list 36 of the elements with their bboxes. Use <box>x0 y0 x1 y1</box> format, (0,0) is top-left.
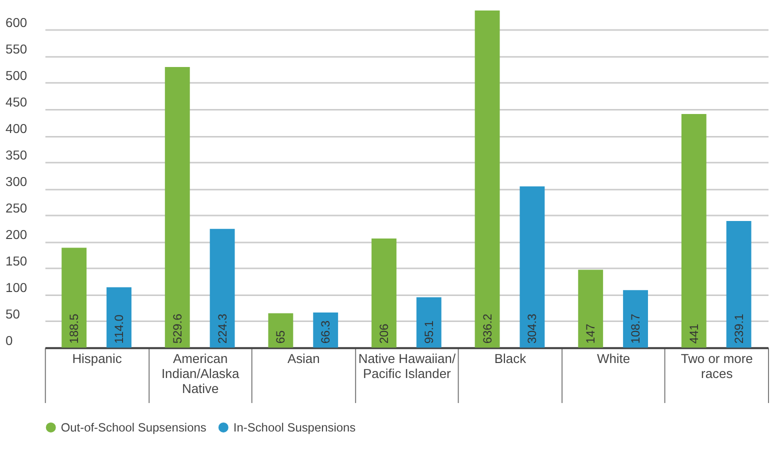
y-tick-label: 350 <box>5 148 28 163</box>
y-tick-label: 150 <box>5 254 28 269</box>
y-tick-label: 0 <box>5 333 13 348</box>
x-tick-label: Hispanic <box>72 351 122 366</box>
data-label: 108.7 <box>628 313 643 344</box>
x-tick-label: Asian <box>287 351 320 366</box>
x-tick-label: Native Hawaiian/ Pacific Islander <box>358 351 456 382</box>
data-label: 65 <box>274 330 288 344</box>
y-tick-label: 550 <box>5 42 28 57</box>
y-tick-label: 400 <box>5 121 28 136</box>
y-tick-label: 50 <box>5 306 20 322</box>
x-tick-label: Black <box>494 351 527 366</box>
data-label: 239.1 <box>732 313 746 344</box>
data-label: 95.1 <box>422 320 436 344</box>
data-label: 441 <box>686 323 701 344</box>
y-tick-label: 600 <box>5 15 28 30</box>
legend-label: In-School Suspensions <box>233 420 356 434</box>
x-tick-label: Two or more races <box>680 351 753 382</box>
y-tick-label: 100 <box>5 280 28 296</box>
y-tick-label: 200 <box>5 227 28 242</box>
data-label: 636.2 <box>480 313 494 344</box>
data-label: 188.5 <box>67 313 82 344</box>
x-tick-label: American Indian/Alaska Native <box>161 351 240 396</box>
data-label: 529.6 <box>170 313 184 344</box>
data-label: 224.3 <box>215 313 230 344</box>
data-label: 66.3 <box>318 320 333 344</box>
y-tick-label: 250 <box>5 200 28 216</box>
data-label: 147 <box>584 323 598 344</box>
data-label: 304.3 <box>525 313 540 344</box>
data-label: 206 <box>376 323 391 344</box>
data-label: 114.0 <box>112 314 126 344</box>
y-tick-label: 300 <box>5 174 28 190</box>
y-tick-label: 450 <box>5 94 28 110</box>
y-tick-label: 500 <box>5 68 28 84</box>
x-tick-label: White <box>596 351 630 366</box>
legend-label: Out-of-School Supsensions <box>60 420 206 434</box>
